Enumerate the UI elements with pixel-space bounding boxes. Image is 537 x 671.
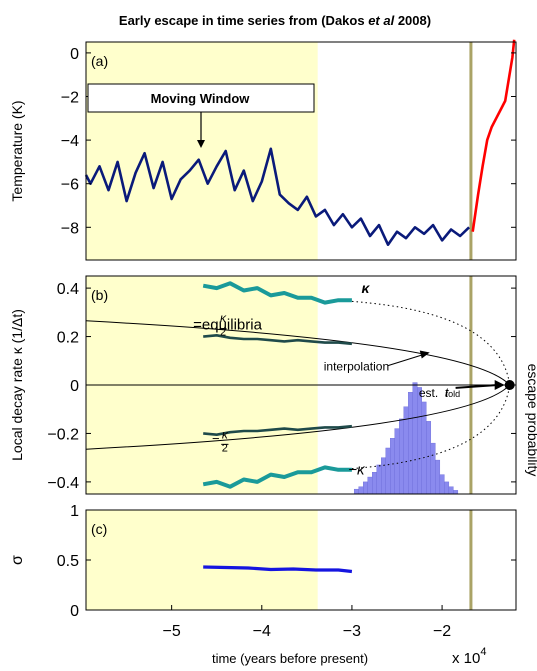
- panel-c-label: (c): [91, 521, 107, 537]
- histogram-bar: [430, 442, 436, 495]
- minus-half-kappa-sign: −: [212, 431, 220, 446]
- moving-window-box: [87, 83, 315, 113]
- panel-a-y-ticks: 0 −2 −4 −6 −8: [61, 46, 516, 237]
- kappa-upper-series: [202, 281, 352, 305]
- y-tick-label: 0: [70, 378, 79, 395]
- histogram-bar: [439, 474, 445, 495]
- panel-b-label: (b): [91, 287, 108, 303]
- panel-a-series: [84, 39, 516, 246]
- panel-c-x-ticks: −5 −4 −3 −2: [163, 605, 451, 640]
- y-tick-label: 0.2: [57, 330, 79, 347]
- y-tick-label: 0.5: [57, 553, 79, 570]
- histogram-bar: [363, 481, 368, 495]
- interpolation-label: interpolation: [324, 359, 389, 373]
- histogram-bar: [372, 472, 377, 495]
- y-tick-label: −0.4: [47, 475, 79, 492]
- histogram-bar: [358, 486, 364, 495]
- x-axis-label: time (years before present): [212, 651, 368, 666]
- fold-subscript: fold: [446, 389, 461, 399]
- histogram-bar: [435, 459, 441, 495]
- interpolation-arrow: [387, 353, 427, 367]
- x-tick-label: −4: [253, 623, 271, 640]
- y-tick-label: 1: [70, 503, 79, 520]
- panel-b-histogram: [353, 382, 459, 495]
- moving-window-label: Moving Window: [151, 91, 251, 106]
- histogram-bar: [444, 481, 450, 495]
- fold-point: [504, 380, 515, 390]
- x-axis-multiplier: x 104: [452, 646, 486, 667]
- panel-a-frame: [85, 41, 517, 261]
- histogram-bar: [353, 488, 359, 495]
- half-kappa-lower-series: [203, 424, 353, 436]
- panel-a-label: (a): [91, 53, 108, 69]
- fold-arrow: [455, 384, 498, 389]
- y-tick-label: −0.2: [47, 426, 79, 443]
- histogram-bar: [376, 464, 382, 495]
- x-tick-label: −5: [163, 623, 181, 640]
- panel-c-window: [86, 510, 318, 610]
- panel-b: 0.4 0.2 0 −0.2 −0.4 (b) Local decay rate κ (…: [9, 275, 537, 495]
- histogram-bar: [412, 382, 418, 495]
- panel-b-ylabel: Local decay rate κ (1/Δt): [9, 309, 25, 461]
- kappa-lower-series: [202, 465, 352, 489]
- panel-c-y-ticks: 10.50: [57, 503, 516, 620]
- histogram-bar: [390, 438, 395, 495]
- y-tick-label: −2: [61, 90, 79, 107]
- panel-c: 10.50 −5 −4 −3 −2 (c) σ: [9, 503, 517, 640]
- interpolation-arrow-head: [419, 350, 430, 359]
- t-fold-label: t: [445, 385, 450, 400]
- half-kappa-upper-series: [203, 334, 353, 346]
- title-suffix: 2008): [394, 13, 431, 28]
- x-multiplier-exponent: 4: [480, 646, 486, 658]
- panel-b-ylabel-right: escape probability: [525, 364, 537, 477]
- histogram-bar: [408, 392, 413, 495]
- x-tick-label: −3: [343, 623, 361, 640]
- sigma-series: [203, 565, 353, 574]
- minus-kappa-label: −κ: [348, 462, 366, 479]
- minus-half-kappa-denominator: 2: [222, 443, 228, 455]
- panel-a: 0 −2 −4 −6 −8 (a) Temperature (K) Moving Win…: [9, 39, 517, 261]
- fold-arrow-head: [494, 380, 505, 390]
- y-tick-label: 0.4: [57, 281, 79, 298]
- temperature-recent-series: [471, 39, 516, 232]
- equilibria-label: =equilibria: [193, 316, 262, 333]
- temperature-series: [84, 147, 471, 246]
- histogram-bar: [417, 387, 422, 495]
- title-italic: et al: [368, 13, 394, 28]
- y-tick-label: 0: [70, 603, 79, 620]
- histogram-bar: [426, 421, 432, 495]
- figure-title: Early escape in time series from (Dakos …: [119, 13, 431, 28]
- histogram-bar: [448, 486, 454, 495]
- y-tick-label: 0: [70, 46, 79, 63]
- histogram-bar: [394, 428, 400, 495]
- histogram-bar: [381, 457, 386, 495]
- title-prefix: Early escape in time series from (Dakos: [119, 13, 368, 28]
- panel-b-y-ticks: 0.4 0.2 0 −0.2 −0.4: [47, 281, 516, 492]
- interpolation-lower-curve: [85, 384, 511, 450]
- panel-b-series: [202, 281, 353, 489]
- half-kappa-denominator: 2: [220, 326, 226, 338]
- x-multiplier-base: x 10: [452, 650, 480, 667]
- y-tick-label: −6: [61, 177, 79, 194]
- est-label: est.: [419, 386, 438, 400]
- half-kappa-numerator: κ: [220, 311, 227, 325]
- panel-c-ylabel: σ: [9, 555, 26, 565]
- panel-c-series: [203, 565, 353, 574]
- minus-half-kappa-numerator: κ: [222, 427, 229, 441]
- histogram-bar: [385, 447, 391, 495]
- y-tick-label: −8: [61, 220, 79, 237]
- histogram-bar: [453, 490, 459, 495]
- y-tick-label: −4: [61, 133, 79, 150]
- panel-a-window: [86, 42, 318, 260]
- panel-a-ylabel: Temperature (K): [9, 100, 25, 201]
- interpolation-upper-curve: [85, 320, 511, 386]
- histogram-bar: [399, 418, 404, 495]
- kappa-label: κ: [361, 280, 370, 296]
- x-tick-label: −2: [433, 623, 451, 640]
- moving-window-arrow-head: [197, 140, 205, 148]
- histogram-bar: [367, 476, 373, 495]
